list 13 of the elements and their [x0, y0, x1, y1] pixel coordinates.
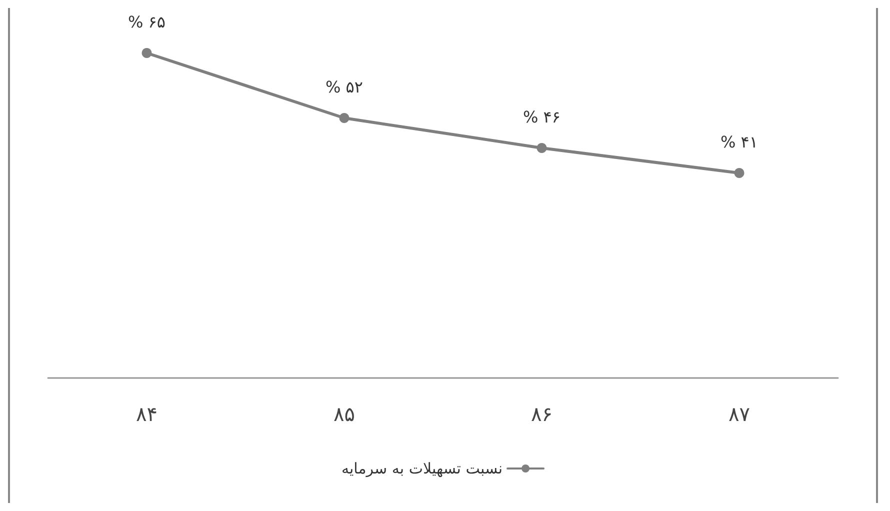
x-tick-label: ۸۵	[334, 402, 355, 426]
point	[734, 168, 744, 178]
data-label: % ۶۵	[128, 12, 166, 32]
data-label: % ۵۲	[326, 78, 363, 96]
point	[142, 48, 152, 58]
x-tick-label: ۸۴	[136, 402, 158, 426]
point	[536, 143, 547, 153]
data-label: % ۴۶	[523, 108, 560, 126]
legend-label: نسبت تسهیلات به سرمایه	[341, 460, 503, 478]
point	[339, 113, 350, 123]
x-tick-label: ۸۶	[531, 402, 552, 426]
data-label: % ۴۱	[720, 132, 758, 152]
x-tick-label: ۸۷	[728, 402, 750, 426]
